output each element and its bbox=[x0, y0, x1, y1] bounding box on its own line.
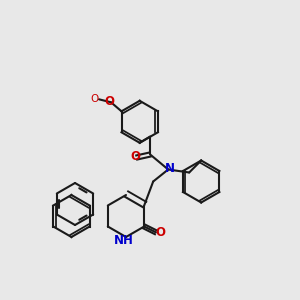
Text: N: N bbox=[165, 161, 175, 175]
Text: O: O bbox=[155, 226, 165, 239]
Text: O: O bbox=[130, 150, 140, 164]
Text: O: O bbox=[90, 94, 99, 104]
Text: NH: NH bbox=[114, 234, 134, 247]
Text: O: O bbox=[104, 95, 115, 108]
